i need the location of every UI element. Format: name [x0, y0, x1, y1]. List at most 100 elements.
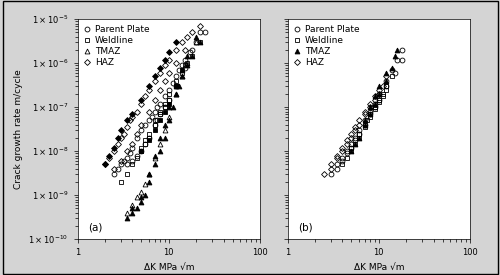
Line: TMAZ: TMAZ [124, 40, 198, 215]
Weldline [372, 106, 378, 109]
Parent Plate [383, 85, 389, 88]
Weldline [162, 102, 168, 105]
HAZ [146, 88, 152, 91]
Parent Plate [356, 132, 362, 135]
TMAZ [124, 211, 130, 215]
Parent Plate [176, 68, 182, 72]
Parent Plate [146, 119, 152, 122]
Line: Weldline: Weldline [118, 40, 202, 185]
TMAZ [146, 173, 152, 176]
Weldline [376, 98, 382, 101]
HAZ [197, 24, 203, 28]
Parent Plate [352, 136, 358, 140]
Parent Plate [187, 50, 193, 54]
HAZ [189, 31, 195, 34]
TMAZ [162, 129, 168, 132]
TMAZ [134, 196, 140, 199]
HAZ [173, 62, 179, 65]
Weldline [380, 94, 386, 98]
TMAZ [367, 106, 373, 109]
Parent Plate [348, 142, 354, 145]
Parent Plate [138, 150, 144, 153]
HAZ [348, 136, 354, 140]
Parent Plate [394, 58, 400, 61]
Parent Plate [173, 75, 179, 78]
Line: TMAZ: TMAZ [349, 48, 400, 154]
HAZ [334, 154, 340, 157]
Weldline [367, 115, 373, 119]
Weldline [138, 150, 144, 153]
Parent Plate [340, 156, 345, 160]
HAZ [152, 79, 158, 82]
TMAZ [193, 41, 199, 44]
TMAZ [130, 203, 136, 207]
Parent Plate [157, 112, 163, 116]
Parent Plate [152, 110, 158, 113]
Parent Plate [128, 152, 134, 155]
Parent Plate [146, 136, 152, 140]
Parent Plate [362, 119, 368, 122]
HAZ [116, 142, 121, 145]
Weldline [356, 132, 362, 135]
HAZ [321, 173, 327, 176]
Weldline [376, 101, 382, 104]
HAZ [179, 41, 185, 44]
Parent Plate [154, 106, 160, 109]
Y-axis label: Crack growth rate m/cycle: Crack growth rate m/cycle [14, 69, 22, 189]
Weldline [130, 163, 136, 166]
Parent Plate [340, 159, 345, 163]
Weldline [340, 163, 345, 166]
HAZ [372, 98, 378, 101]
HAZ [157, 88, 163, 91]
TMAZ [383, 79, 389, 82]
TMAZ [376, 85, 382, 88]
Weldline [173, 85, 179, 88]
Parent Plate [124, 163, 130, 166]
Weldline [157, 110, 163, 113]
Parent Plate [173, 85, 179, 88]
HAZ [162, 64, 168, 67]
HAZ [367, 106, 373, 109]
HAZ [138, 123, 144, 126]
Weldline [152, 119, 158, 122]
TMAZ [376, 92, 382, 96]
Line: Parent Plate: Parent Plate [328, 48, 404, 177]
Parent Plate [162, 94, 168, 98]
HAZ [352, 129, 358, 132]
Weldline [383, 85, 389, 88]
HAZ [344, 138, 350, 142]
Parent Plate [130, 159, 136, 163]
Parent Plate [166, 88, 172, 91]
Parent Plate [157, 102, 163, 105]
Parent Plate [389, 68, 395, 72]
TMAZ [173, 92, 179, 96]
Weldline [389, 75, 395, 78]
HAZ [111, 150, 117, 153]
Parent Plate [197, 31, 203, 34]
Line: HAZ: HAZ [103, 24, 202, 171]
Parent Plate [193, 41, 199, 44]
Legend: Parent Plate, Weldline, TMAZ, HAZ: Parent Plate, Weldline, TMAZ, HAZ [292, 24, 360, 68]
Weldline [179, 71, 185, 75]
Weldline [197, 41, 203, 44]
HAZ [138, 102, 144, 105]
Parent Plate [138, 129, 144, 132]
Text: (b): (b) [298, 223, 313, 233]
HAZ [106, 156, 112, 160]
Weldline [138, 146, 144, 149]
HAZ [142, 94, 148, 98]
Parent Plate [148, 115, 154, 119]
Parent Plate [162, 106, 168, 109]
HAZ [120, 132, 126, 135]
Parent Plate [348, 146, 354, 149]
Weldline [146, 136, 152, 140]
HAZ [166, 58, 172, 61]
HAZ [383, 75, 389, 78]
TMAZ [392, 54, 398, 57]
HAZ [166, 71, 172, 75]
HAZ [367, 102, 373, 105]
HAZ [340, 150, 345, 153]
TMAZ [179, 75, 185, 78]
HAZ [134, 132, 140, 135]
Parent Plate [202, 31, 208, 34]
